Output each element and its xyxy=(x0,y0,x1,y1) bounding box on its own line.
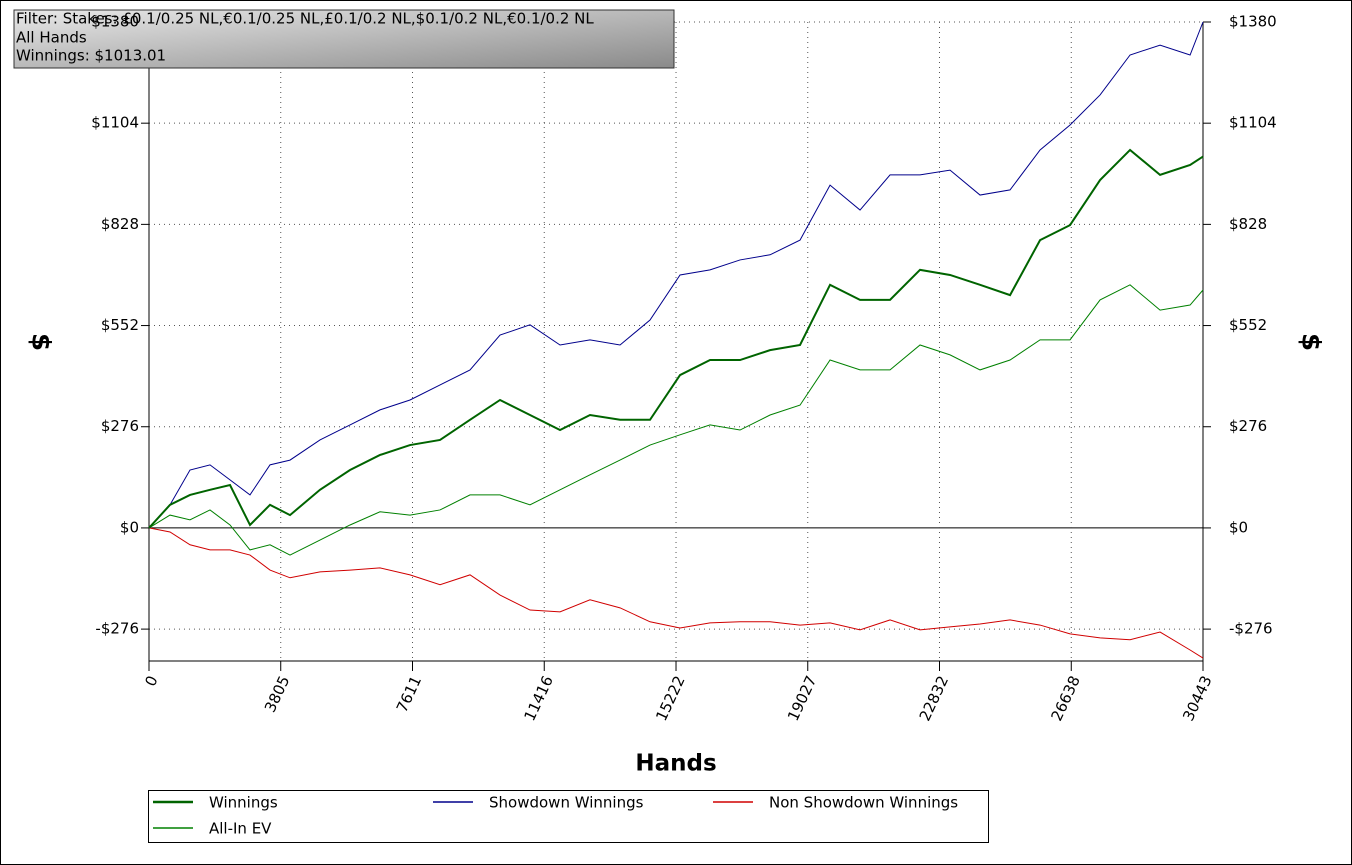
y-tick-label: $828 xyxy=(101,215,139,233)
y-tick-label: $1104 xyxy=(91,114,139,132)
info-line: Winnings: $1013.01 xyxy=(16,47,166,65)
info-line: All Hands xyxy=(16,29,87,47)
legend-label: Winnings xyxy=(209,794,278,812)
y2-tick-label: $552 xyxy=(1229,316,1267,334)
series-line xyxy=(148,21,1204,529)
y2-tick-label: $1104 xyxy=(1229,114,1277,132)
y-tick-label: $1380 xyxy=(91,13,139,31)
y-axis-title: $ xyxy=(26,333,56,351)
legend-label: All-In EV xyxy=(209,820,272,838)
y2-tick-label: $828 xyxy=(1229,215,1267,233)
y2-tick-label: $276 xyxy=(1229,417,1267,435)
series-line xyxy=(148,284,1204,556)
y2-tick-label: $1380 xyxy=(1229,13,1277,31)
y-tick-label: $552 xyxy=(101,316,139,334)
y-tick-label: -$276 xyxy=(95,620,139,638)
info-line: Filter: Stakes: £0.1/0.25 NL,€0.1/0.25 N… xyxy=(16,10,594,28)
y-tick-label: $276 xyxy=(101,417,139,435)
y2-tick-label: -$276 xyxy=(1229,620,1273,638)
y-tick-label: $0 xyxy=(120,518,139,536)
legend-label: Showdown Winnings xyxy=(489,794,644,812)
series-line xyxy=(148,527,1204,659)
legend-label: Non Showdown Winnings xyxy=(769,794,958,812)
x-axis-title: Hands xyxy=(635,751,716,777)
series-line xyxy=(148,148,1204,529)
plot xyxy=(141,21,1211,671)
y2-tick-label: $0 xyxy=(1229,518,1248,536)
info-box xyxy=(13,9,675,69)
y2-axis-title: $ xyxy=(1296,333,1326,351)
legend-box xyxy=(148,790,989,843)
